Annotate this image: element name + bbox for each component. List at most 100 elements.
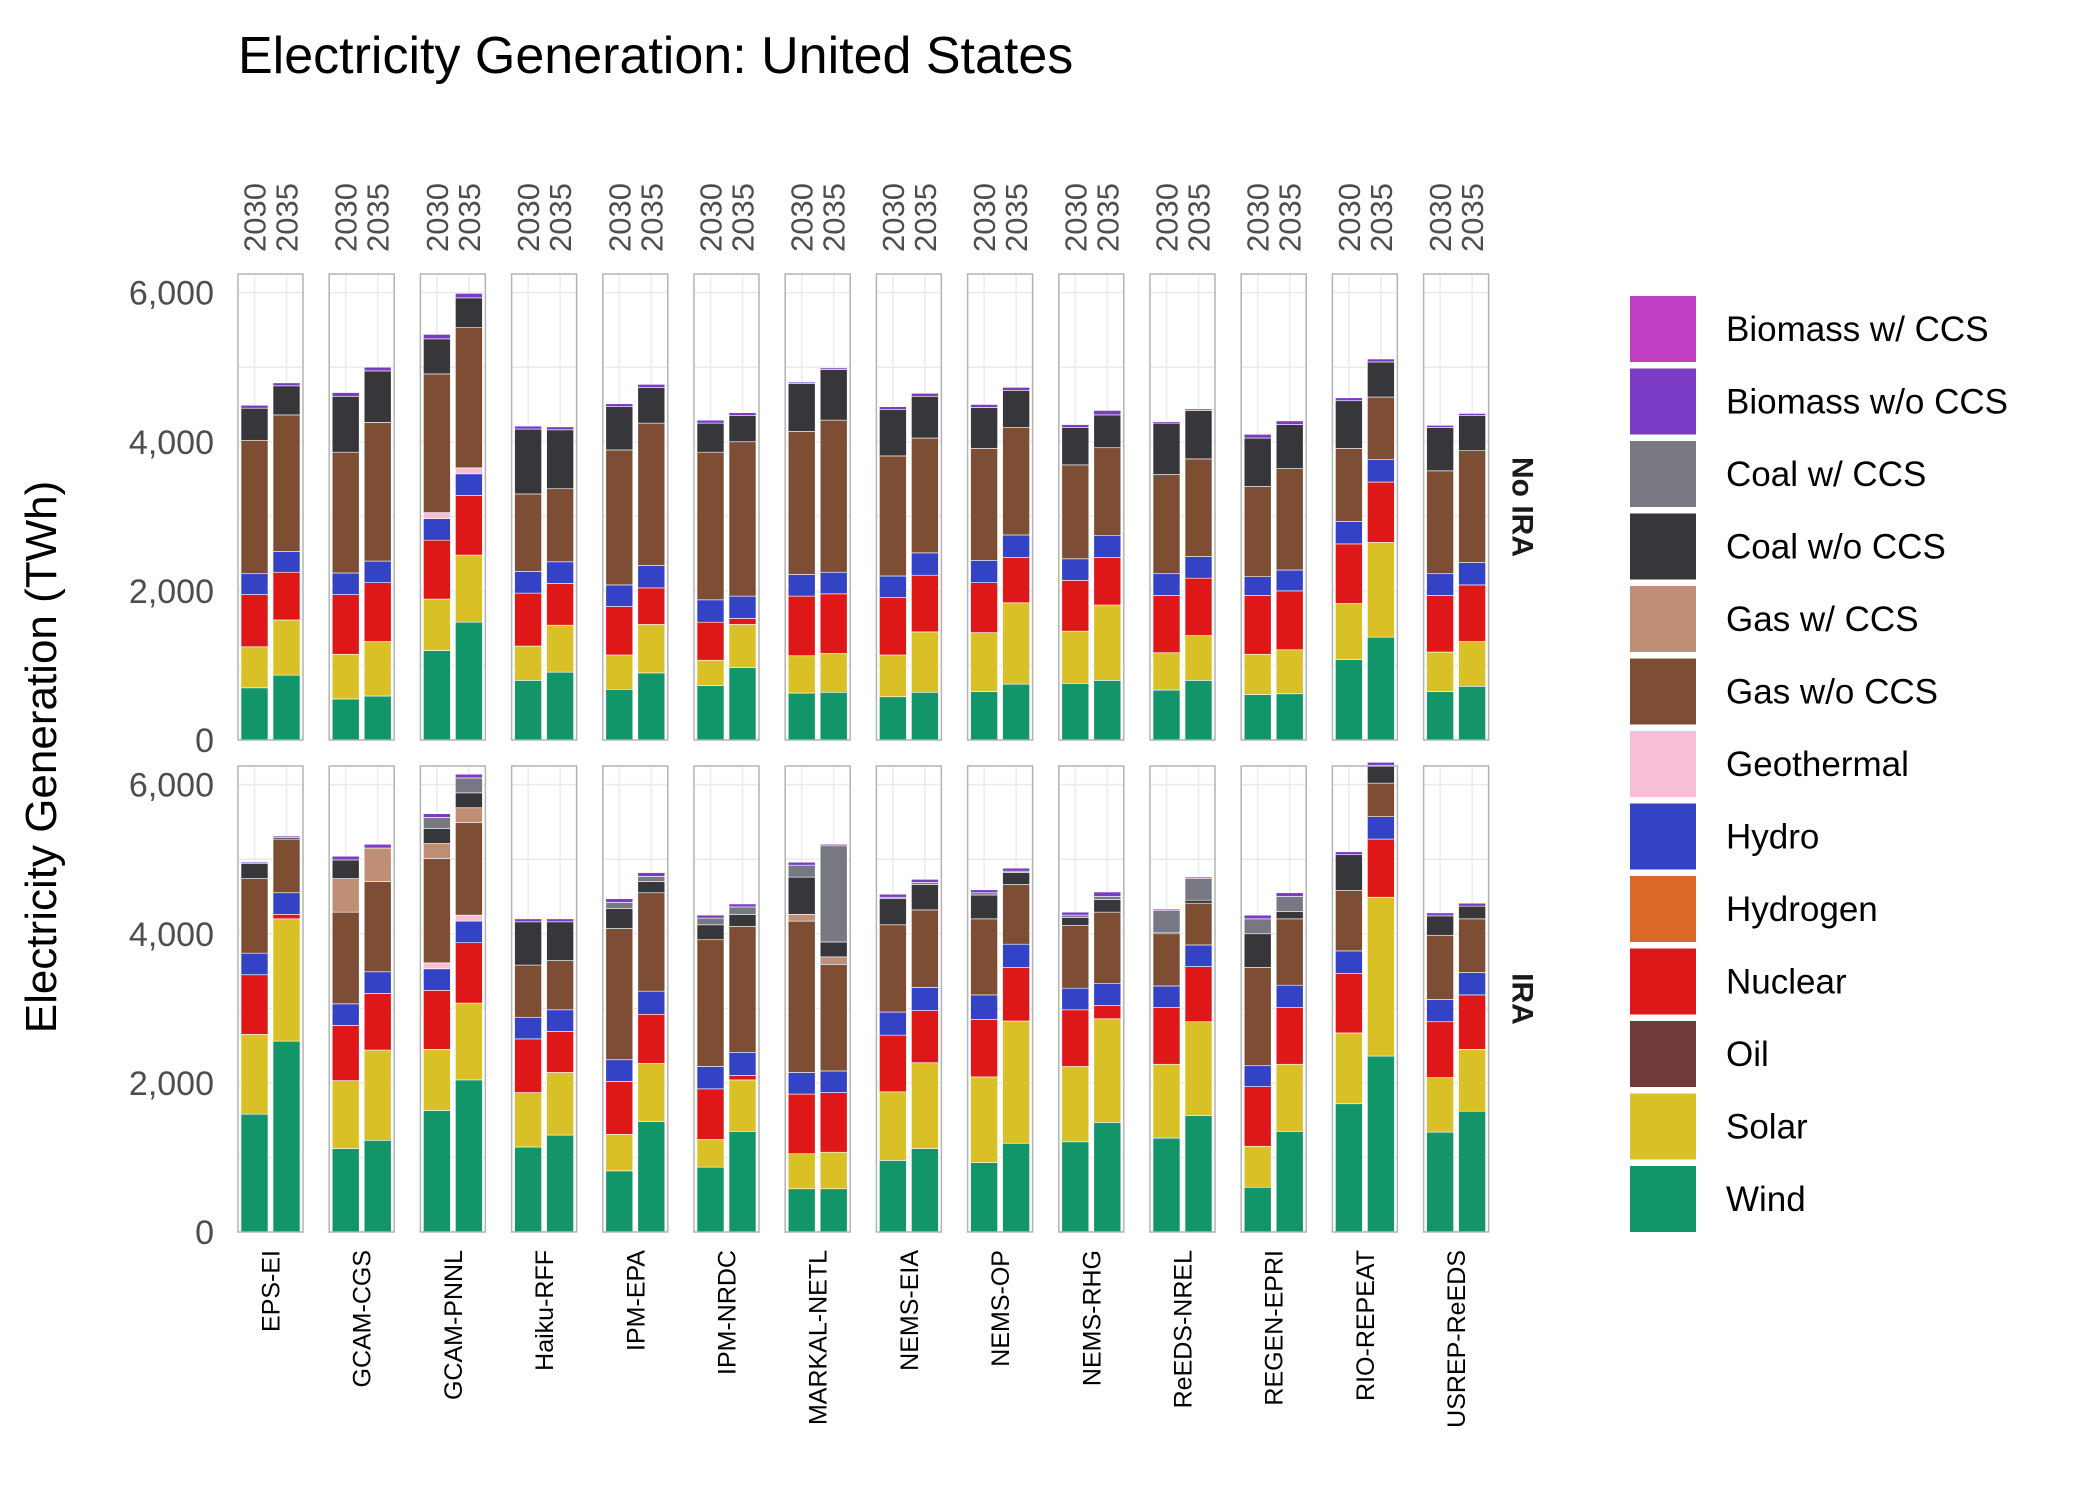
bar-segment xyxy=(819,419,848,573)
bar-segment xyxy=(696,1088,725,1140)
bar-segment xyxy=(1426,999,1454,1023)
bar-segment xyxy=(637,387,666,424)
bar-segment xyxy=(1061,1141,1090,1233)
legend-swatch xyxy=(1630,658,1696,725)
bar-segment xyxy=(1152,652,1181,691)
bar-segment xyxy=(1002,387,1030,391)
bar-segment xyxy=(819,367,848,370)
bar-segment xyxy=(363,881,392,973)
year-label: 2035 xyxy=(270,183,305,252)
bar-segment xyxy=(1335,1103,1363,1233)
bar-segment xyxy=(787,876,816,915)
bar-segment xyxy=(331,698,360,741)
model-label: GCAM-CGS xyxy=(349,1250,377,1388)
bar-segment xyxy=(819,1070,848,1093)
bar-segment xyxy=(240,646,269,689)
bar-segment xyxy=(911,882,939,885)
facet-panel xyxy=(237,765,304,1233)
bar-segment xyxy=(1335,603,1363,660)
legend-swatch xyxy=(1630,803,1696,870)
bar-segment xyxy=(1184,966,1213,1023)
bar-segment xyxy=(1367,396,1395,460)
bar-segment xyxy=(1243,967,1272,1067)
panel-border xyxy=(875,765,943,1233)
bar-segment xyxy=(637,1013,666,1064)
bar-segment xyxy=(819,369,848,421)
facet-panel xyxy=(510,765,578,1233)
bar-segment xyxy=(1335,890,1363,952)
facet-panel xyxy=(1422,765,1490,1233)
bar-segment xyxy=(240,861,269,864)
bar-segment xyxy=(787,1188,816,1233)
bar-segment xyxy=(696,924,725,941)
bar-segment xyxy=(911,574,939,633)
bar-segment xyxy=(1335,543,1363,604)
panel-border xyxy=(602,273,669,741)
bar-segment xyxy=(1275,911,1304,920)
bar-segment xyxy=(787,1153,816,1190)
model-label: NEMS-RHG xyxy=(1078,1250,1106,1386)
legend-label: Coal w/ CCS xyxy=(1726,455,1926,494)
bar-segment xyxy=(970,889,998,894)
legend-label: Biomass w/o CCS xyxy=(1726,383,2008,422)
year-label: 2030 xyxy=(238,183,273,252)
bar-segment xyxy=(1243,434,1272,439)
bar-segment xyxy=(1002,884,1030,945)
year-label: 2030 xyxy=(602,183,637,252)
bar-segment xyxy=(1243,918,1272,935)
bar-segment xyxy=(331,1080,360,1149)
bar-segment xyxy=(546,921,574,961)
bar-segment xyxy=(1093,891,1122,897)
bar-segment xyxy=(546,1009,574,1032)
bar-segment xyxy=(787,1093,816,1155)
bar-segment xyxy=(1002,967,1030,1022)
facet-panel xyxy=(784,273,851,741)
bar-segment xyxy=(455,327,483,469)
year-label: 2035 xyxy=(1364,183,1399,252)
bar-segment xyxy=(363,843,392,849)
bar-segment xyxy=(1061,558,1090,581)
bar-segment xyxy=(455,822,483,916)
bar-segment xyxy=(272,414,301,552)
bar-segment xyxy=(546,960,574,1011)
panel-border xyxy=(510,765,578,1233)
y-tick-label: 6,000 xyxy=(129,767,214,805)
model-label: EPS-EI xyxy=(258,1250,286,1332)
bar-segment xyxy=(911,1062,939,1149)
bar-segment xyxy=(1275,420,1304,425)
facet-panel xyxy=(328,273,395,741)
bar-segment xyxy=(1458,415,1486,452)
bar-segment xyxy=(1367,481,1395,543)
bar-segment xyxy=(1458,902,1486,907)
bar-segment xyxy=(423,518,451,541)
bar-segment xyxy=(1458,686,1486,741)
bar-segment xyxy=(728,415,757,443)
bar-segment xyxy=(331,1025,360,1081)
bar-segment xyxy=(1426,915,1454,936)
bar-segment xyxy=(879,597,907,656)
bar-segment xyxy=(1152,1007,1181,1065)
bar-segment xyxy=(1426,1021,1454,1078)
bar-segment xyxy=(879,1091,907,1161)
bar-segment xyxy=(1184,1115,1213,1233)
legend-swatch xyxy=(1630,296,1696,362)
bar-segment xyxy=(546,429,574,490)
bar-segment xyxy=(819,593,848,654)
bar-segment xyxy=(1335,1032,1363,1105)
bar-segment xyxy=(819,956,848,965)
panel-border xyxy=(510,273,578,741)
bar-segment xyxy=(1061,630,1090,684)
year-label: 2035 xyxy=(726,183,761,252)
bar-segment xyxy=(514,921,542,966)
bar-segment xyxy=(696,917,725,926)
bar-segment xyxy=(1426,691,1454,741)
model-label: NEMS-EIA xyxy=(896,1250,924,1371)
y-tick-label: 0 xyxy=(195,1214,214,1252)
bar-segment xyxy=(1061,464,1090,560)
bar-segment xyxy=(455,495,483,556)
legend-label: Solar xyxy=(1726,1108,1808,1147)
panel-border xyxy=(1331,273,1399,741)
bar-segment xyxy=(1243,694,1272,741)
bar-segment xyxy=(331,1148,360,1233)
bar-segment xyxy=(423,817,451,829)
